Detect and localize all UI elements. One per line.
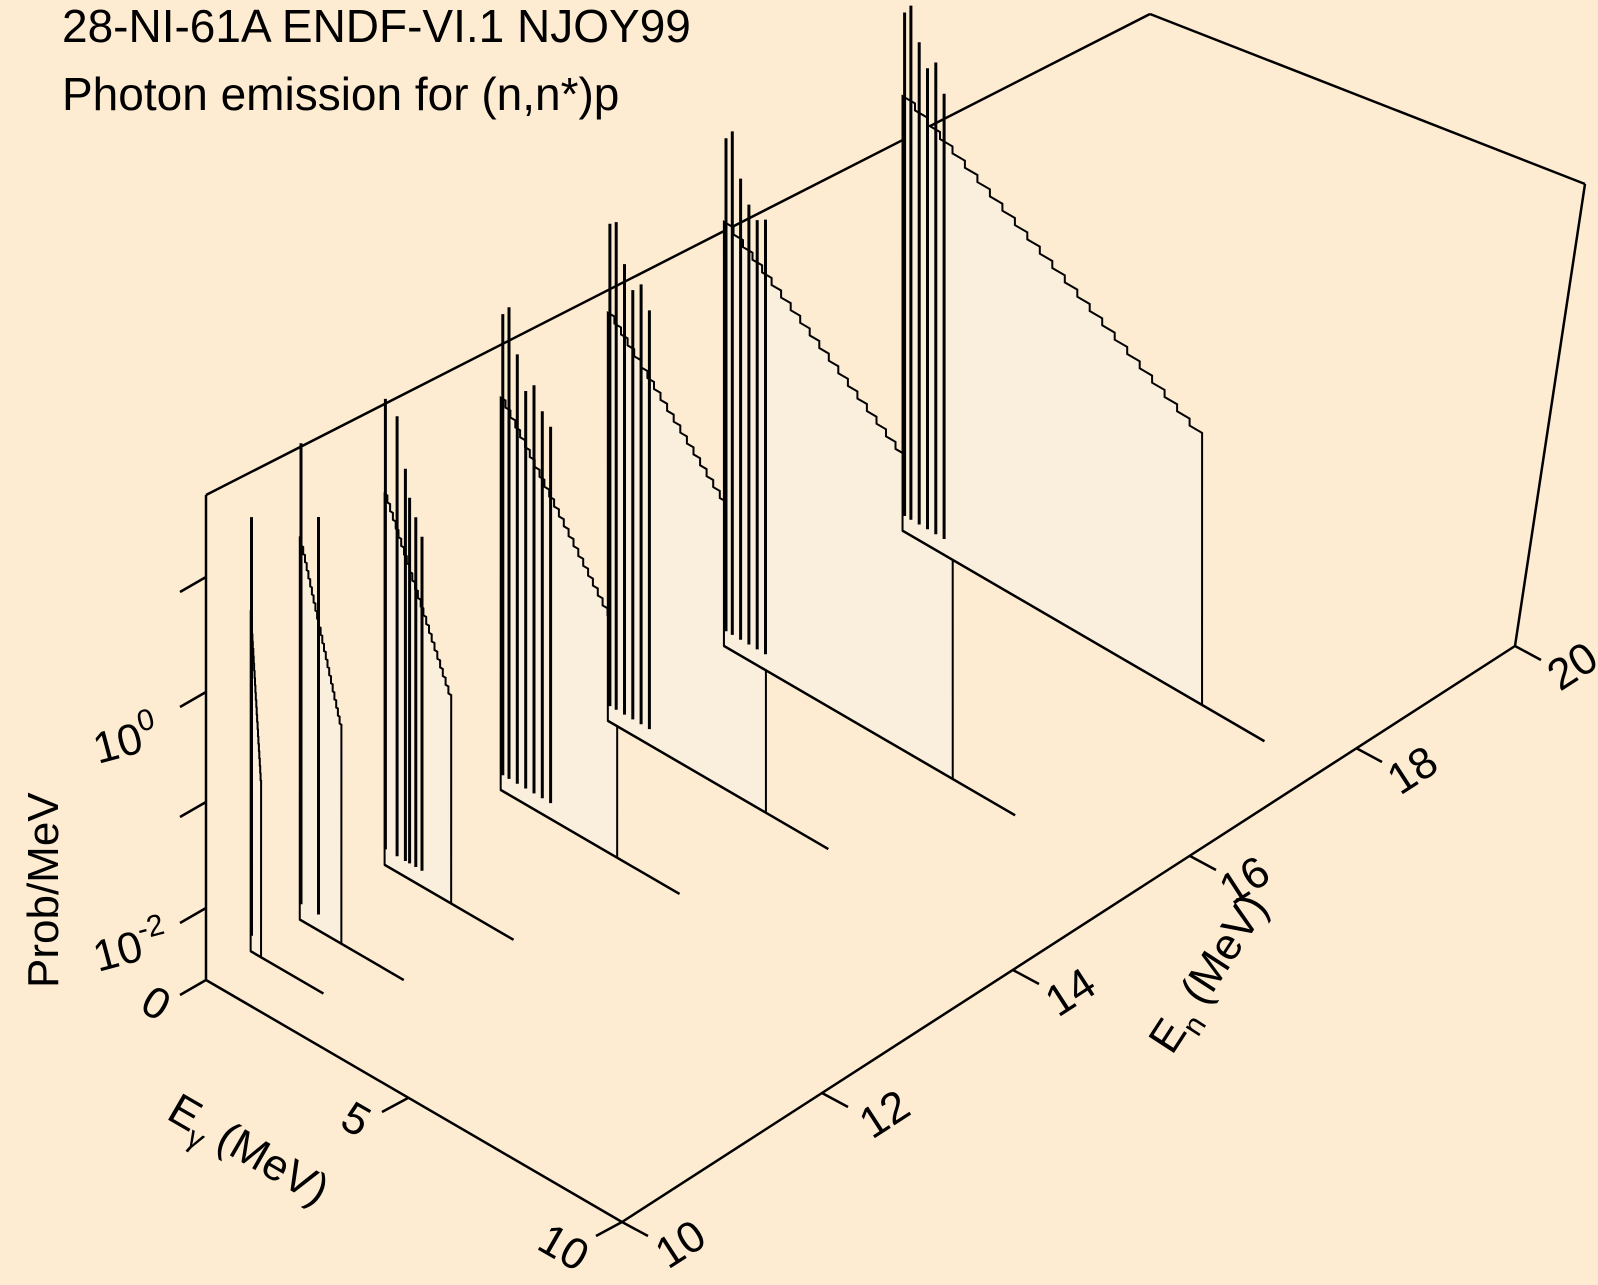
y-tick-label-20: 20 bbox=[1539, 633, 1598, 701]
chart-title: 28-NI-61A ENDF-VI.1 NJOY99 bbox=[62, 0, 691, 52]
x-axis-line bbox=[205, 978, 623, 1224]
z-tick-1e1 bbox=[179, 575, 207, 594]
slice-base-4 bbox=[607, 719, 829, 851]
y-tick-label-18: 18 bbox=[1379, 737, 1447, 805]
x-tick-label-10: 10 bbox=[530, 1214, 597, 1280]
y-axis-line bbox=[621, 644, 1516, 1224]
z-tick-1e0 bbox=[179, 690, 207, 709]
x-tick-label-0: 0 bbox=[133, 976, 179, 1031]
x-tick-10 bbox=[595, 1220, 623, 1238]
slice-base-1 bbox=[299, 918, 405, 982]
slice-base-2 bbox=[383, 863, 515, 941]
y-tick-16 bbox=[1189, 854, 1217, 872]
series-slice-5 bbox=[722, 131, 1016, 817]
continuum-6 bbox=[901, 94, 1204, 707]
continuum-3 bbox=[499, 395, 619, 860]
y-tick-12 bbox=[821, 1091, 849, 1109]
series-slice-3 bbox=[499, 307, 681, 896]
series-slice-1 bbox=[298, 443, 405, 982]
series-layer bbox=[249, 5, 1266, 995]
x-axis-ticks bbox=[179, 978, 623, 1238]
continuum-1 bbox=[298, 536, 343, 946]
slice-base-0 bbox=[250, 950, 325, 995]
series-slice-2 bbox=[383, 398, 515, 941]
slice-base-6 bbox=[901, 529, 1266, 743]
chart-subtitle: Photon emission for (n,n*)p bbox=[62, 68, 619, 120]
z-tick-1e-1 bbox=[179, 800, 207, 819]
x-tick-0 bbox=[179, 978, 207, 997]
x-tick-label-5: 5 bbox=[333, 1092, 379, 1147]
series-slice-6 bbox=[901, 5, 1266, 743]
x-tick-5 bbox=[381, 1096, 409, 1114]
z-tick-1e-2 bbox=[179, 906, 207, 925]
y-tick-label-10: 10 bbox=[647, 1211, 715, 1279]
y-tick-18 bbox=[1355, 746, 1383, 764]
plot-box bbox=[204, 12, 1587, 980]
y-tick-20 bbox=[1514, 644, 1542, 662]
z-axis-ticks bbox=[179, 575, 207, 925]
y-tick-label-14: 14 bbox=[1037, 959, 1105, 1027]
base-axes bbox=[205, 644, 1516, 1224]
y-tick-10 bbox=[621, 1220, 649, 1238]
y-tick-14 bbox=[1012, 968, 1040, 986]
z-tick-label-1e-2: 10-2 bbox=[86, 908, 174, 982]
y-tick-label-12: 12 bbox=[851, 1081, 919, 1149]
slice-base-5 bbox=[723, 644, 1016, 817]
y-axis-ticks bbox=[621, 644, 1542, 1238]
slice-base-3 bbox=[500, 788, 681, 896]
y-axis-label: En (MeV) bbox=[1139, 885, 1285, 1066]
x-axis-label: Eγ (MeV) bbox=[156, 1084, 338, 1222]
series-slice-4 bbox=[606, 222, 829, 851]
continuum-2 bbox=[383, 492, 453, 906]
z-axis-label: Prob/MeV bbox=[19, 792, 68, 988]
series-slice-0 bbox=[249, 517, 325, 995]
z-tick-label-1e0: 100 bbox=[86, 703, 164, 774]
